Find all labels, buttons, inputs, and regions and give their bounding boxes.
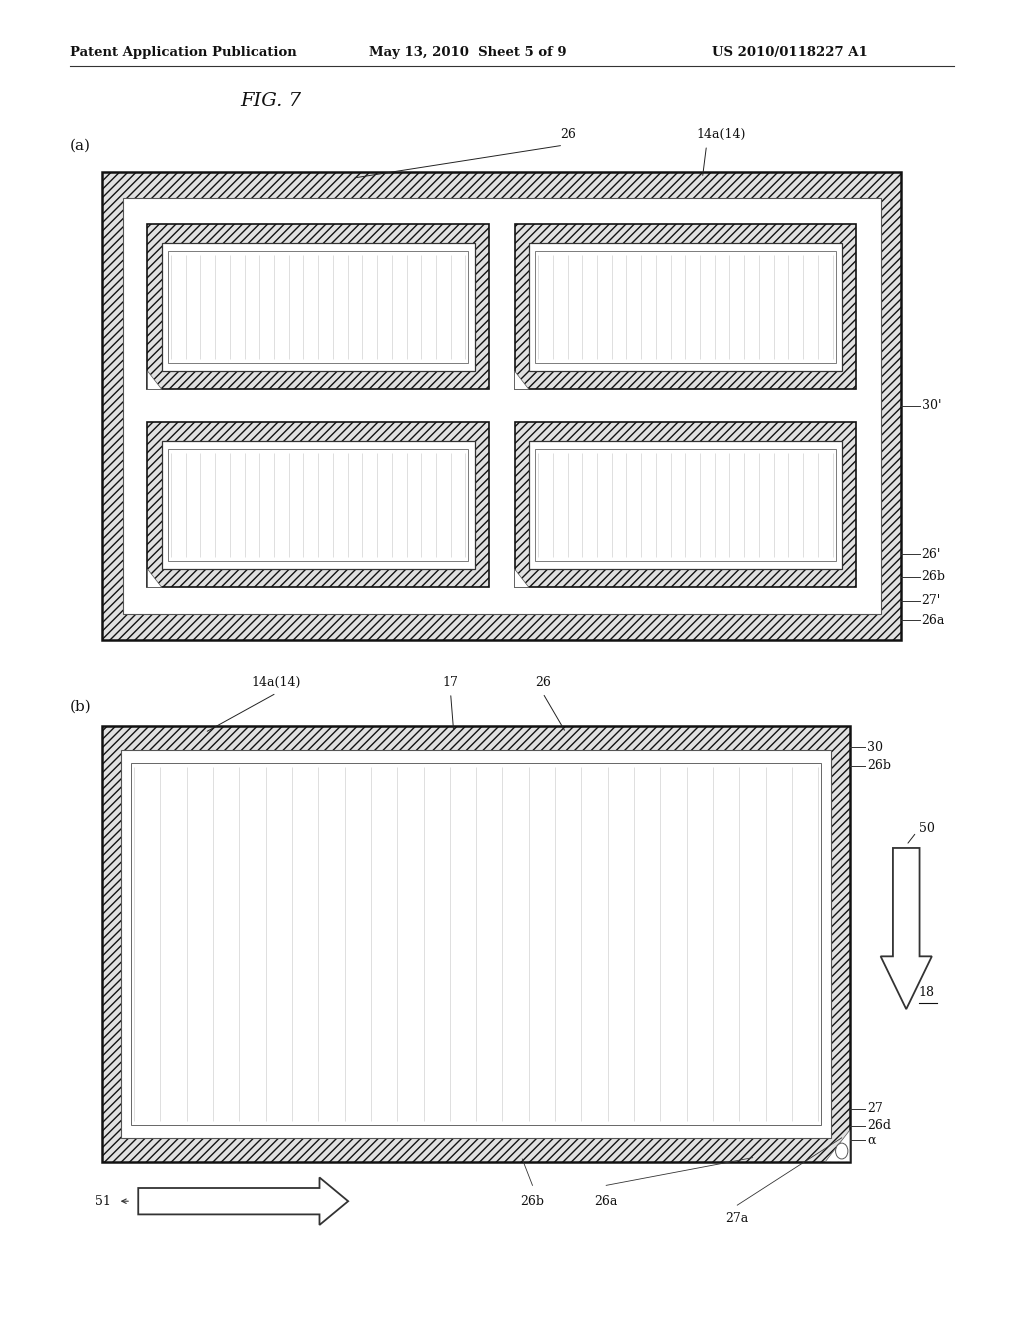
Bar [515,422,856,587]
Text: 26: 26 [535,676,551,689]
Text: US 2010/0118227 A1: US 2010/0118227 A1 [712,46,867,59]
Bar [102,172,901,640]
Bar [529,243,842,371]
Text: 27': 27' [922,594,941,607]
Bar [536,449,836,561]
Polygon shape [515,371,529,389]
Text: α: α [867,1134,876,1147]
Bar [147,224,489,389]
Text: FIG. 7: FIG. 7 [241,92,302,111]
Bar [131,763,821,1125]
Polygon shape [825,1130,850,1162]
Bar [121,750,831,1138]
Text: 26a: 26a [922,614,945,627]
Text: (a): (a) [70,139,91,153]
Text: 14a(14): 14a(14) [696,128,745,141]
Text: 17: 17 [442,676,459,689]
Text: 26b: 26b [867,759,891,772]
Text: 26b: 26b [520,1195,545,1208]
Bar [162,243,475,371]
Text: 26a: 26a [595,1195,617,1208]
Bar [536,251,836,363]
Text: 26': 26' [922,548,941,561]
Text: 50: 50 [919,822,935,834]
Bar [123,198,881,614]
Bar [102,726,850,1162]
Text: 51: 51 [94,1195,111,1208]
Circle shape [836,1143,848,1159]
Polygon shape [515,569,529,587]
Text: 14a(14): 14a(14) [252,676,301,689]
Polygon shape [147,371,162,389]
Text: 27: 27 [867,1102,883,1115]
Bar [147,422,489,587]
Text: 27a: 27a [726,1212,749,1225]
Text: 30': 30' [922,400,941,412]
Bar [168,449,469,561]
Text: May 13, 2010  Sheet 5 of 9: May 13, 2010 Sheet 5 of 9 [369,46,566,59]
Polygon shape [138,1177,348,1225]
Bar [529,441,842,569]
Bar [515,224,856,389]
Text: 26: 26 [560,128,577,141]
Bar [162,441,475,569]
Polygon shape [881,847,932,1010]
Text: 30: 30 [867,741,884,754]
Text: 26d: 26d [867,1119,891,1133]
Polygon shape [147,569,162,587]
Text: 18: 18 [919,986,935,998]
Bar [168,251,469,363]
Text: (b): (b) [70,700,91,714]
Text: 26b: 26b [922,570,945,583]
Text: Patent Application Publication: Patent Application Publication [70,46,296,59]
